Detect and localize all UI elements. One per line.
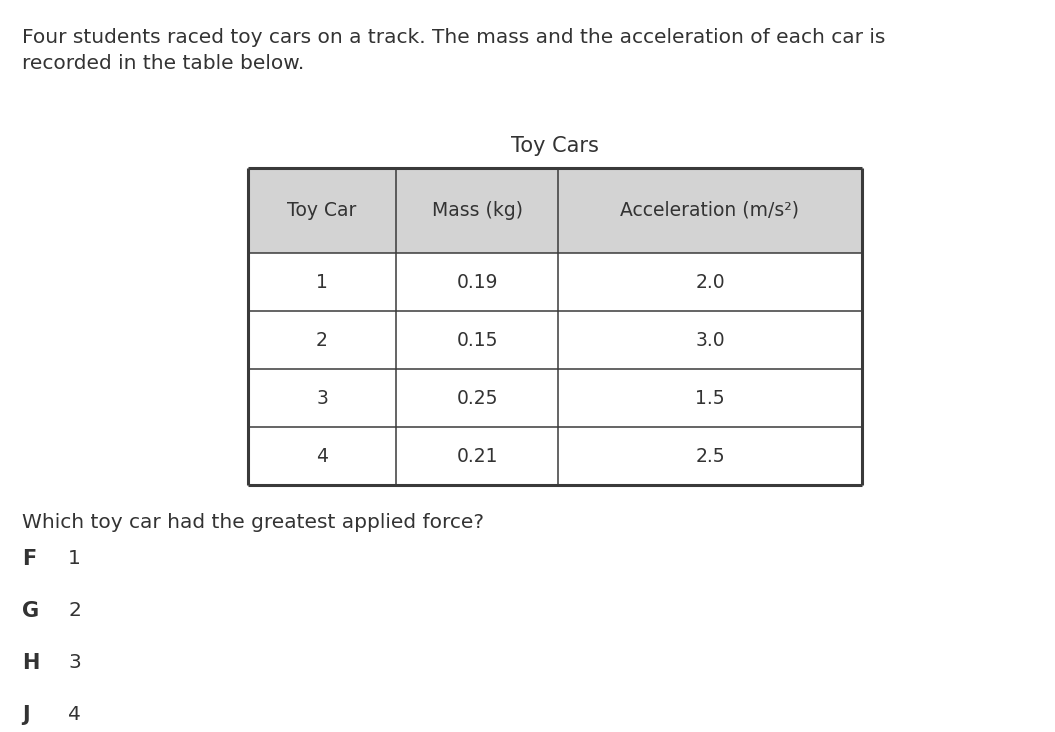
Text: 3: 3 — [68, 654, 81, 673]
Text: 2: 2 — [316, 331, 328, 349]
Text: 0.21: 0.21 — [456, 447, 498, 466]
Text: G: G — [22, 601, 39, 621]
Text: Acceleration (m/s²): Acceleration (m/s²) — [620, 201, 800, 220]
Text: 0.15: 0.15 — [456, 331, 498, 349]
Text: F: F — [22, 549, 36, 569]
Text: 0.25: 0.25 — [456, 389, 498, 408]
Text: 2.5: 2.5 — [695, 447, 725, 466]
Bar — [248, 168, 862, 253]
Text: J: J — [22, 705, 30, 725]
Text: 3: 3 — [316, 389, 328, 408]
Text: recorded in the table below.: recorded in the table below. — [22, 54, 304, 73]
Text: 2: 2 — [68, 602, 81, 621]
Text: 1: 1 — [68, 550, 81, 569]
Text: 1: 1 — [316, 272, 328, 291]
Text: 1.5: 1.5 — [695, 389, 725, 408]
Text: H: H — [22, 653, 39, 673]
Text: 4: 4 — [316, 447, 328, 466]
Text: Which toy car had the greatest applied force?: Which toy car had the greatest applied f… — [22, 513, 484, 532]
Text: 0.19: 0.19 — [456, 272, 498, 291]
Text: Toy Cars: Toy Cars — [511, 136, 599, 156]
Text: Four students raced toy cars on a track. The mass and the acceleration of each c: Four students raced toy cars on a track.… — [22, 28, 885, 47]
Text: 4: 4 — [68, 706, 81, 725]
Text: Mass (kg): Mass (kg) — [431, 201, 522, 220]
Text: 3.0: 3.0 — [695, 331, 725, 349]
Text: 2.0: 2.0 — [695, 272, 725, 291]
Text: Toy Car: Toy Car — [287, 201, 357, 220]
